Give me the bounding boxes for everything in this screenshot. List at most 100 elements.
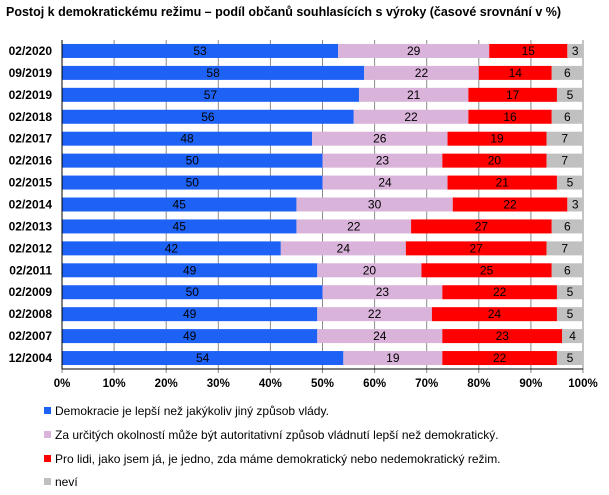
category-label: 02/2020	[9, 44, 53, 58]
category-label: 12/2004	[9, 351, 53, 365]
bar-segment	[62, 263, 318, 278]
data-label: 6	[564, 110, 571, 124]
legend-item-dontknow: neví	[44, 475, 78, 489]
bar-segment	[62, 43, 339, 58]
data-label: 57	[204, 88, 218, 102]
data-label: 50	[186, 285, 200, 299]
category-label: 02/2018	[9, 110, 53, 124]
data-label: 6	[564, 219, 571, 233]
bar-segment	[551, 219, 583, 234]
data-label: 21	[496, 176, 510, 190]
data-label: 20	[488, 154, 502, 168]
bar-segment	[447, 175, 557, 190]
bar-segment	[62, 87, 359, 102]
data-label: 22	[493, 285, 507, 299]
bar-segment	[452, 197, 568, 212]
data-label: 49	[183, 329, 197, 343]
data-label: 22	[503, 198, 517, 212]
data-label: 14	[509, 66, 523, 80]
data-label: 7	[561, 132, 568, 146]
data-label: 24	[378, 176, 392, 190]
bar-segment	[62, 197, 297, 212]
data-label: 24	[488, 307, 502, 321]
bar-segment	[546, 131, 583, 146]
data-label: 21	[407, 88, 421, 102]
bar-segment	[338, 43, 490, 58]
data-label: 6	[564, 263, 571, 277]
category-label: 02/2009	[9, 285, 53, 299]
bar-segment	[546, 153, 583, 168]
data-label: 24	[337, 241, 351, 255]
x-tick-label: 70%	[415, 378, 438, 390]
data-label: 27	[470, 241, 484, 255]
data-label: 4	[569, 329, 576, 343]
data-label: 6	[564, 66, 571, 80]
data-label: 58	[206, 66, 220, 80]
data-label: 26	[373, 132, 387, 146]
bar-segment	[468, 109, 552, 124]
x-tick-label: 60%	[363, 378, 386, 390]
bar-segment	[489, 43, 568, 58]
data-label: 25	[480, 263, 494, 277]
bar-segment	[556, 307, 583, 322]
data-label: 22	[404, 110, 418, 124]
bar-segment	[364, 65, 479, 80]
data-label: 3	[572, 44, 579, 58]
x-tick-label: 100%	[568, 378, 597, 390]
bar-segment	[62, 175, 323, 190]
bar-segment	[567, 43, 583, 58]
x-tick-label: 90%	[519, 378, 542, 390]
bar-segment	[546, 241, 583, 256]
data-label: 45	[173, 198, 187, 212]
data-label: 30	[368, 198, 382, 212]
bar-segment	[62, 65, 365, 80]
legend-label-indifferent: Pro lidi, jako jsem já, je jedno, zda má…	[55, 452, 501, 466]
data-label: 19	[386, 351, 400, 365]
legend-item-democracy: Demokracie je lepší než jakýkoliv jiný z…	[44, 404, 329, 418]
bar-segment	[447, 131, 547, 146]
bar-segment	[317, 263, 422, 278]
bar-segment	[343, 351, 443, 366]
legend-item-authoritarian: Za určitých okolností může být autoritat…	[44, 428, 499, 442]
bar-segment	[421, 263, 552, 278]
bar-segment	[431, 307, 557, 322]
bar-segment	[442, 329, 563, 344]
chart-title: Postoj k demokratickému režimu – podíl o…	[6, 5, 562, 19]
bar-segment	[322, 285, 443, 300]
legend-swatch-democracy	[44, 407, 51, 414]
bar-segment	[442, 285, 557, 300]
data-label: 16	[503, 110, 517, 124]
x-tick-label: 20%	[155, 378, 178, 390]
category-label: 02/2014	[9, 198, 53, 212]
bar-segment	[442, 153, 547, 168]
category-label: 02/2013	[9, 219, 53, 233]
bar-segment	[411, 219, 552, 234]
bar-segment	[551, 263, 583, 278]
data-label: 19	[490, 132, 504, 146]
bar-segment	[62, 219, 297, 234]
bar-segment	[317, 329, 443, 344]
data-label: 42	[165, 241, 179, 255]
category-label: 02/2015	[9, 176, 53, 190]
bar-segment	[296, 219, 412, 234]
data-label: 5	[567, 307, 574, 321]
data-label: 29	[407, 44, 421, 58]
category-label: 02/2019	[9, 88, 53, 102]
bar-segment	[405, 241, 547, 256]
data-label: 48	[180, 132, 194, 146]
data-label: 27	[475, 219, 489, 233]
bar-segment	[556, 351, 583, 366]
category-label: 09/2019	[9, 66, 53, 80]
bar-segment	[62, 241, 281, 256]
data-label: 23	[376, 154, 390, 168]
data-label: 23	[376, 285, 390, 299]
data-label: 50	[186, 176, 200, 190]
x-tick-label: 30%	[207, 378, 230, 390]
legend-swatch-dontknow	[44, 478, 51, 485]
data-label: 49	[183, 263, 197, 277]
x-tick-label: 40%	[259, 378, 282, 390]
data-label: 3	[572, 198, 579, 212]
stacked-bar-chart: 0% 10% 20% 30% 40% 50% 60% 70% 80% 90% 100% 02/2020…	[9, 40, 598, 390]
x-tick-label: 80%	[467, 378, 490, 390]
category-label: 02/2012	[9, 241, 53, 255]
